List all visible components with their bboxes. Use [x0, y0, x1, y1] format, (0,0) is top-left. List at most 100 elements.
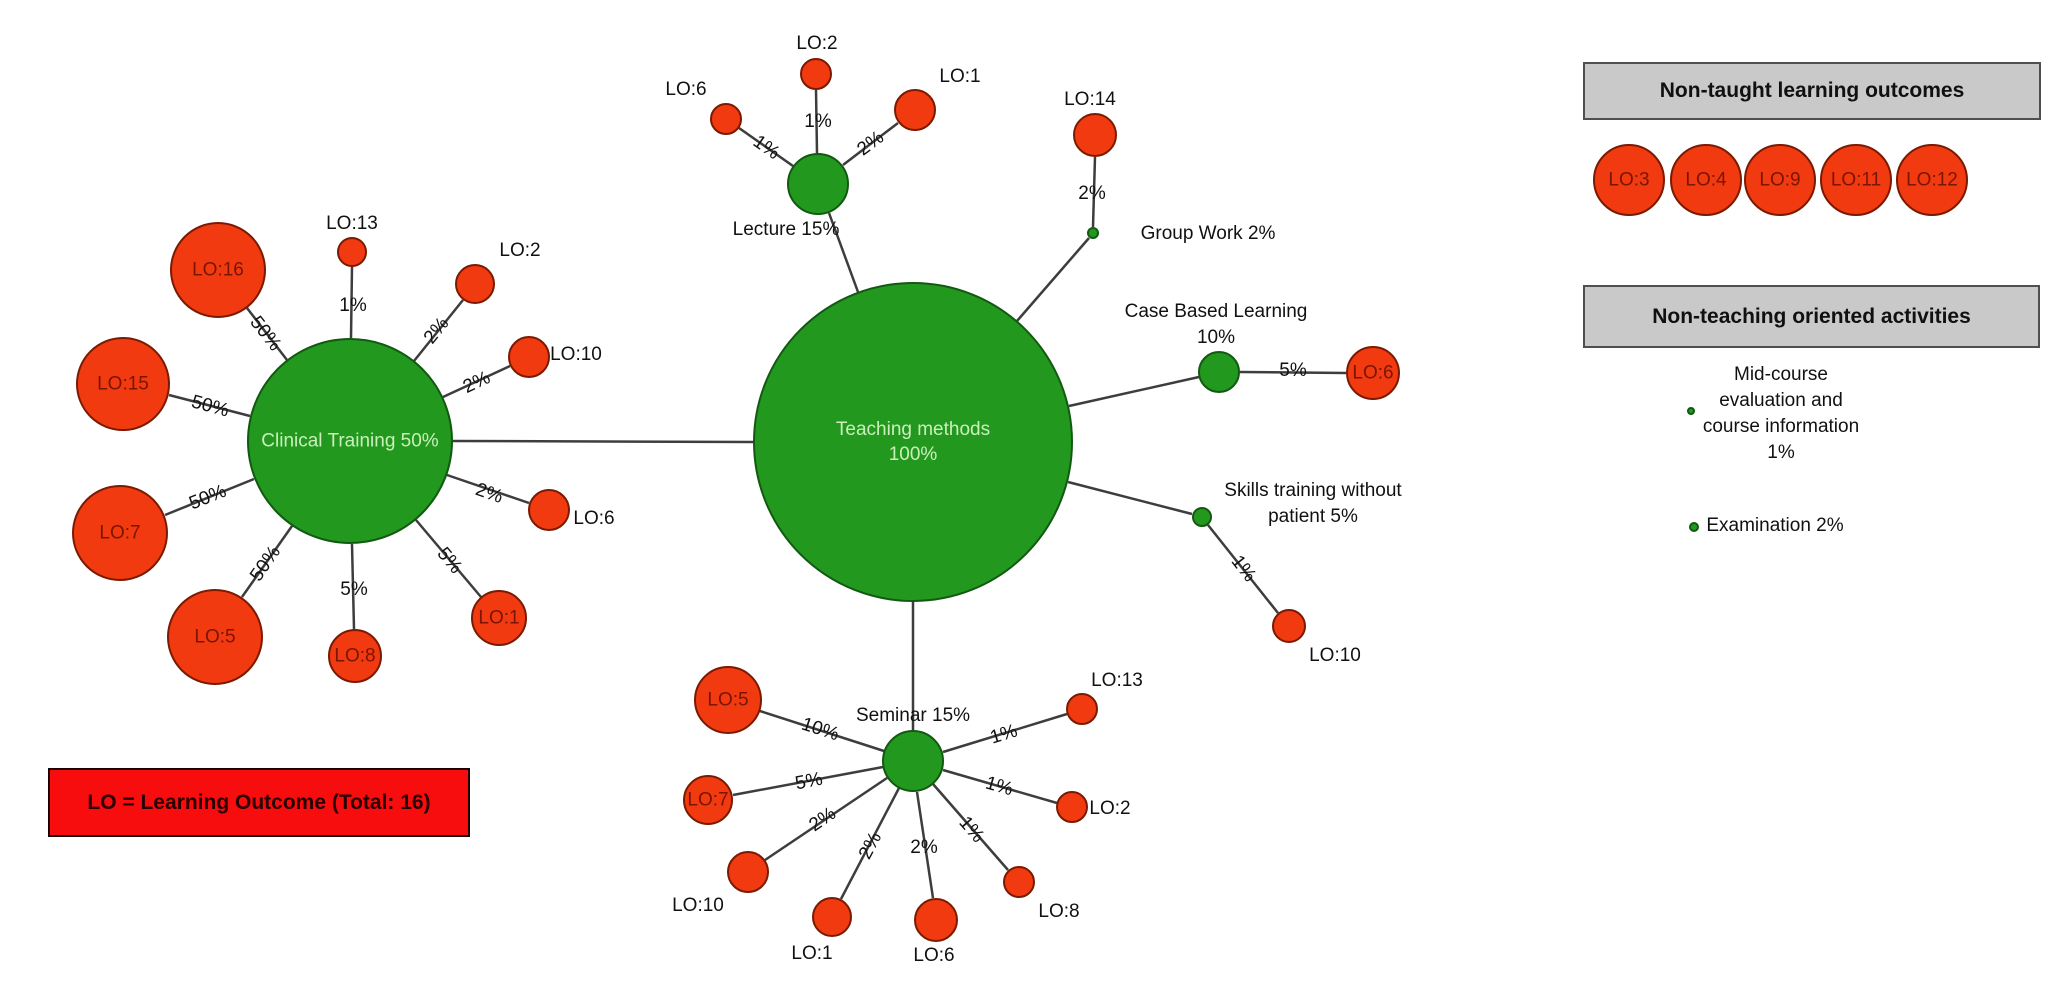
- edge-percent-label: 1%: [339, 295, 367, 316]
- edge-line: [738, 126, 794, 168]
- outcome-nontaught-lo9: LO:9: [1744, 144, 1816, 216]
- edge-line: [164, 477, 255, 517]
- hub-skills-training-without-patient: [1192, 507, 1212, 527]
- outcome-seminar-lo7: LO:7: [683, 775, 733, 825]
- edge-line: [246, 307, 288, 361]
- hub-teaching-methods: Teaching methods 100%: [753, 282, 1073, 602]
- clinical-lo13-label: LO:13: [326, 213, 378, 234]
- edge-line: [1016, 237, 1090, 322]
- outcome-clinical-lo5: LO:5: [167, 589, 263, 685]
- edge-line: [1091, 156, 1097, 228]
- outcome-groupwork-lo14: [1073, 113, 1117, 157]
- edge-line: [915, 791, 935, 899]
- outcome-seminar-lo2: [1056, 791, 1088, 823]
- edge-line: [839, 787, 901, 900]
- lecture-lo2-label: LO:2: [796, 33, 838, 54]
- outcome-seminar-lo1: [812, 897, 852, 937]
- edge-line: [442, 364, 511, 399]
- legend-text: LO = Learning Outcome (Total: 16): [87, 790, 431, 814]
- outcome-nontaught-lo3: LO:3: [1593, 144, 1665, 216]
- outcome-lecture-lo2: [800, 58, 832, 90]
- edge-line: [759, 709, 885, 753]
- lecture-label: Lecture 15%: [732, 219, 840, 240]
- edge-line: [168, 393, 251, 418]
- legend-box: LO = Learning Outcome (Total: 16): [48, 768, 470, 837]
- hub-group-work: [1087, 227, 1099, 239]
- group-work-label: Group Work 2%: [1140, 223, 1276, 244]
- edge-line: [764, 776, 888, 862]
- outcome-seminar-lo6: [914, 898, 958, 942]
- hub-clinical-training: Clinical Training 50%: [247, 338, 453, 544]
- edge-line: [452, 439, 754, 444]
- hub-case-based-learning: [1198, 351, 1240, 393]
- mid-course-evaluation-label: Mid-course evaluation and course informati…: [1702, 364, 1860, 463]
- seminar-lo2-label: LO:2: [1089, 798, 1131, 819]
- outcome-seminar-lo10: [727, 851, 769, 893]
- edge-line: [1207, 524, 1279, 614]
- clinical-lo2-label: LO:2: [499, 240, 541, 261]
- non-teaching-panel: Non-teaching oriented activities: [1583, 285, 2040, 348]
- skills-training-without-patient-label: Skills training without patient 5%: [1224, 480, 1402, 527]
- teaching-methods-label: Teaching methods 100%: [835, 419, 991, 465]
- outcome-seminar-lo8: [1003, 866, 1035, 898]
- clinical-lo6-label: LO:6: [573, 508, 615, 529]
- hub-seminar: [882, 730, 944, 792]
- outcome-clinical-lo13: [337, 237, 367, 267]
- seminar-lo1-label: LO:1: [791, 943, 833, 964]
- skills-lo10-label: LO:10: [1309, 645, 1361, 666]
- outcome-nontaught-lo12: LO:12: [1896, 144, 1968, 216]
- edge-percent-label: 2%: [910, 837, 938, 858]
- edge-line: [446, 473, 530, 505]
- case-based-learning-label: Case Based Learning 10%: [1124, 301, 1308, 348]
- lecture-lo6-label: LO:6: [665, 79, 707, 100]
- edge-line: [814, 89, 819, 154]
- edge-line: [415, 519, 482, 598]
- outcome-lecture-lo1: [894, 89, 936, 131]
- edge-line: [732, 765, 884, 797]
- non-taught-panel: Non-taught learning outcomes: [1583, 62, 2041, 120]
- outcome-seminar-lo13: [1066, 693, 1098, 725]
- edge-percent-label: 5%: [340, 579, 368, 600]
- outcome-clinical-lo2: [455, 264, 495, 304]
- seminar-lo8-label: LO:8: [1038, 901, 1080, 922]
- outcome-nontaught-lo11: LO:11: [1820, 144, 1892, 216]
- outcome-clinical-lo16: LO:16: [170, 222, 266, 318]
- non-taught-panel-title: Non-taught learning outcomes: [1659, 79, 1965, 102]
- lecture-lo1-label: LO:1: [939, 66, 981, 87]
- outcome-seminar-lo5: LO:5: [694, 666, 762, 734]
- edge-line: [842, 122, 899, 166]
- edge-line: [827, 212, 860, 293]
- outcome-lecture-lo6: [710, 103, 742, 135]
- seminar-lo6-label: LO:6: [913, 945, 955, 966]
- non-teaching-panel-title: Non-teaching oriented activities: [1652, 304, 1971, 328]
- outcome-clinical-lo1: LO:1: [471, 590, 527, 646]
- edge-line: [350, 543, 356, 630]
- edge-line: [413, 299, 464, 362]
- groupwork-lo14-label: LO:14: [1064, 89, 1116, 110]
- outcome-clinical-lo10: [508, 336, 550, 378]
- edge-percent-label: 5%: [1279, 360, 1307, 381]
- edge-line: [932, 783, 1009, 871]
- outcome-clinical-lo6: [528, 489, 570, 531]
- edge-line: [240, 525, 294, 598]
- edge-line: [349, 266, 354, 339]
- outcome-clinical-lo7: LO:7: [72, 485, 168, 581]
- edge-percent-label: 1%: [804, 111, 832, 132]
- seminar-lo13-label: LO:13: [1091, 670, 1143, 691]
- edge-line: [1067, 480, 1193, 516]
- seminar-label: Seminar 15%: [855, 705, 971, 726]
- edge-percent-label: 2%: [1078, 183, 1106, 204]
- outcome-clinical-lo8: LO:8: [328, 629, 382, 683]
- edge-line: [942, 712, 1068, 754]
- examination-label: Examination 2%: [1706, 515, 1844, 536]
- outcome-nontaught-lo4: LO:4: [1670, 144, 1742, 216]
- outcome-skills-lo10: [1272, 609, 1306, 643]
- seminar-lo10-label: LO:10: [672, 895, 724, 916]
- edge-line: [942, 768, 1058, 805]
- hub-lecture: [787, 153, 849, 215]
- hub-examination: [1689, 522, 1699, 532]
- outcome-cbl-lo6: LO:6: [1346, 346, 1400, 400]
- edge-line: [1068, 375, 1200, 408]
